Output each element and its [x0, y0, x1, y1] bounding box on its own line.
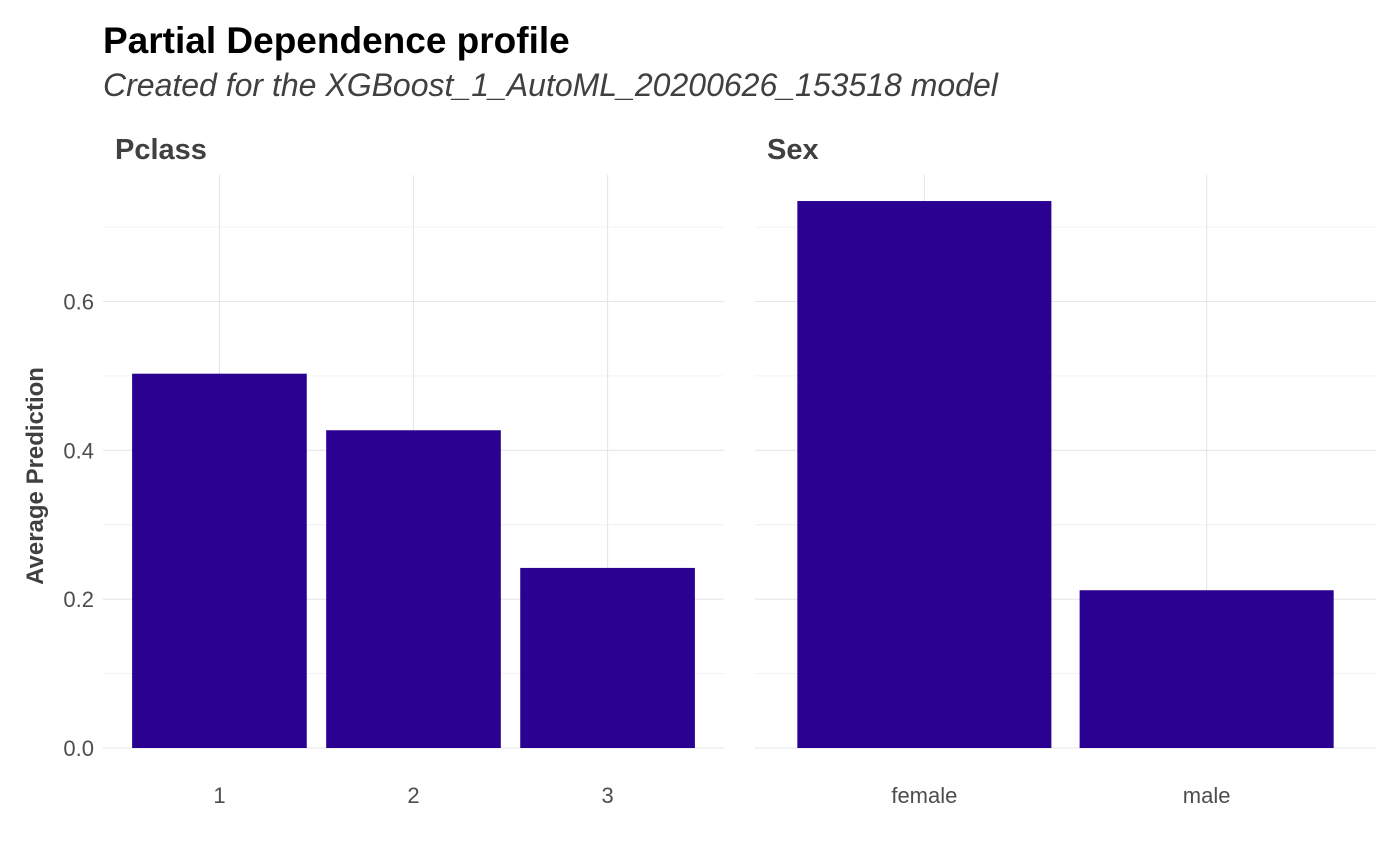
panel-pclass: Pclass 1 2 3	[103, 134, 724, 808]
panel-x-ticks: 1 2 3	[213, 783, 613, 808]
chart-subtitle: Created for the XGBoost_1_AutoML_2020062…	[103, 67, 999, 103]
x-tick-label: male	[1183, 783, 1231, 808]
bar-male	[1079, 590, 1334, 748]
y-tick-label: 0.6	[63, 290, 94, 315]
bar-2	[326, 430, 501, 748]
panel-strip-label: Sex	[767, 134, 819, 166]
panel-bars	[797, 201, 1334, 748]
x-tick-label: female	[891, 783, 957, 808]
bar-1	[132, 373, 307, 748]
panel-strip-label: Pclass	[115, 134, 207, 166]
x-tick-label: 1	[213, 783, 225, 808]
panel-bars	[132, 373, 695, 748]
x-tick-label: 2	[407, 783, 419, 808]
panel-sex: Sex female male	[755, 134, 1376, 808]
y-axis-ticks: 0.0 0.2 0.4 0.6	[63, 290, 94, 761]
x-tick-label: 3	[601, 783, 613, 808]
y-tick-label: 0.0	[63, 736, 94, 761]
bar-3	[520, 567, 695, 748]
y-tick-label: 0.4	[63, 438, 94, 463]
chart-title: Partial Dependence profile	[103, 20, 570, 61]
bar-female	[797, 201, 1052, 748]
panel-x-ticks: female male	[891, 783, 1230, 808]
y-tick-label: 0.2	[63, 587, 94, 612]
y-axis-title: Average Prediction	[22, 367, 49, 585]
